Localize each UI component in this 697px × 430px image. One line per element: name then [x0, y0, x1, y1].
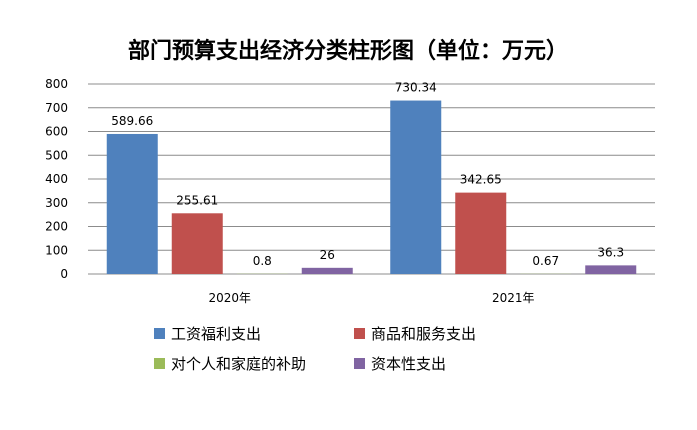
- legend-swatch: [154, 358, 165, 369]
- legend-label: 资本性支出: [371, 355, 446, 373]
- bar: [390, 100, 442, 274]
- legend-swatch: [354, 358, 365, 369]
- y-tick-label: 300: [45, 196, 68, 210]
- x-tick-label: 2020年: [208, 291, 251, 305]
- y-tick-label: 0: [60, 267, 68, 281]
- legend-label: 对个人和家庭的补助: [171, 355, 306, 373]
- y-tick-label: 500: [45, 148, 68, 162]
- x-tick-label: 2021年: [492, 291, 535, 305]
- y-tick-label: 700: [45, 101, 68, 115]
- y-tick-label: 600: [45, 125, 68, 139]
- data-label: 255.61: [176, 193, 218, 207]
- bar: [301, 267, 353, 274]
- legend-swatch: [354, 328, 365, 339]
- data-label: 342.65: [460, 173, 502, 187]
- bar: [585, 265, 637, 274]
- chart-title: 部门预算支出经济分类柱形图（单位：万元）: [128, 38, 568, 64]
- data-label: 730.34: [395, 81, 437, 95]
- data-label: 0.8: [253, 254, 272, 268]
- legend-swatch: [154, 328, 165, 339]
- bar: [455, 192, 507, 274]
- data-label: 36.3: [597, 245, 624, 259]
- data-label: 26: [320, 248, 335, 262]
- y-tick-label: 200: [45, 220, 68, 234]
- bars-layer: [106, 100, 637, 274]
- data-label: 589.66: [111, 114, 153, 128]
- bar: [106, 133, 158, 274]
- y-tick-label: 800: [45, 77, 68, 91]
- y-tick-label: 100: [45, 243, 68, 257]
- data-label: 0.67: [532, 254, 559, 268]
- legend-label: 工资福利支出: [171, 325, 261, 343]
- y-tick-label: 400: [45, 172, 68, 186]
- data-labels-layer: 589.66 255.61 0.8 26 730.34 342.65 0.67 36.3: [111, 81, 624, 268]
- legend-label: 商品和服务支出: [371, 325, 476, 343]
- bar: [171, 213, 223, 274]
